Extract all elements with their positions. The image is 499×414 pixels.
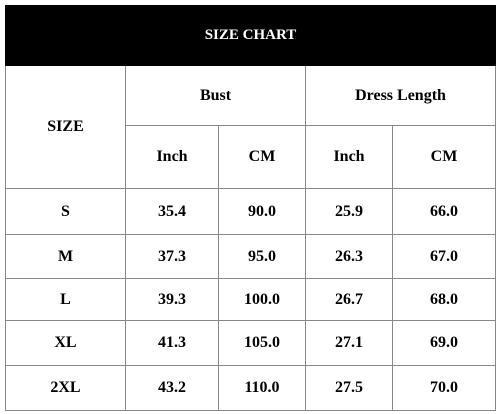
- data-row: L 39.3 100.0 26.7 68.0: [5, 278, 497, 321]
- size-label: S: [5, 188, 126, 235]
- measurement: 66.0: [391, 188, 497, 235]
- size-table: SIZE CHART SIZE Bust Dress Length Inch CM Inch…: [4, 5, 497, 411]
- title-row: SIZE CHART: [4, 5, 497, 66]
- measurement: 26.3: [305, 234, 393, 279]
- unit-header: Inch: [125, 125, 219, 189]
- table-title: SIZE CHART: [4, 5, 497, 66]
- measurement: 43.2: [125, 365, 219, 411]
- measurement: 26.7: [305, 278, 393, 321]
- group-header: Bust: [125, 65, 306, 126]
- unit-row: Inch CM Inch CM: [6, 125, 497, 189]
- measurement: 67.0: [391, 234, 497, 279]
- data-row: S 35.4 90.0 25.9 66.0: [5, 188, 497, 235]
- measurement: 27.5: [305, 365, 393, 411]
- measurement: 68.0: [391, 278, 497, 321]
- data-row: XL 41.3 105.0 27.1 69.0: [5, 320, 497, 366]
- size-label: 2XL: [5, 365, 126, 411]
- group-row: SIZE Bust Dress Length: [5, 65, 497, 189]
- data-row: 2XL 43.2 110.0 27.5 70.0: [5, 365, 497, 411]
- measurement: 100.0: [218, 278, 306, 321]
- measurement: 90.0: [218, 188, 306, 235]
- measurement: 27.1: [305, 320, 393, 366]
- group-header: Dress Length: [304, 65, 497, 126]
- measurement: 25.9: [305, 188, 393, 235]
- size-chart: SIZE CHART SIZE Bust Dress Length Inch CM Inch…: [4, 5, 497, 411]
- unit-header: Inch: [305, 125, 393, 189]
- measurement: 105.0: [218, 320, 306, 366]
- measurement: 95.0: [218, 234, 306, 279]
- size-label: XL: [5, 320, 126, 366]
- measurement: 39.3: [125, 278, 219, 321]
- size-header: SIZE: [5, 65, 126, 189]
- measurement: 110.0: [218, 365, 306, 411]
- measurement: 70.0: [391, 365, 497, 411]
- measurement: 37.3: [125, 234, 219, 279]
- unit-header: CM: [391, 125, 497, 189]
- measurement: 41.3: [125, 320, 219, 366]
- size-label: M: [5, 234, 126, 279]
- measurement: 69.0: [391, 320, 497, 366]
- data-row: M 37.3 95.0 26.3 67.0: [5, 234, 497, 279]
- measurement: 35.4: [125, 188, 219, 235]
- unit-header: CM: [218, 125, 306, 189]
- size-label: L: [5, 278, 126, 321]
